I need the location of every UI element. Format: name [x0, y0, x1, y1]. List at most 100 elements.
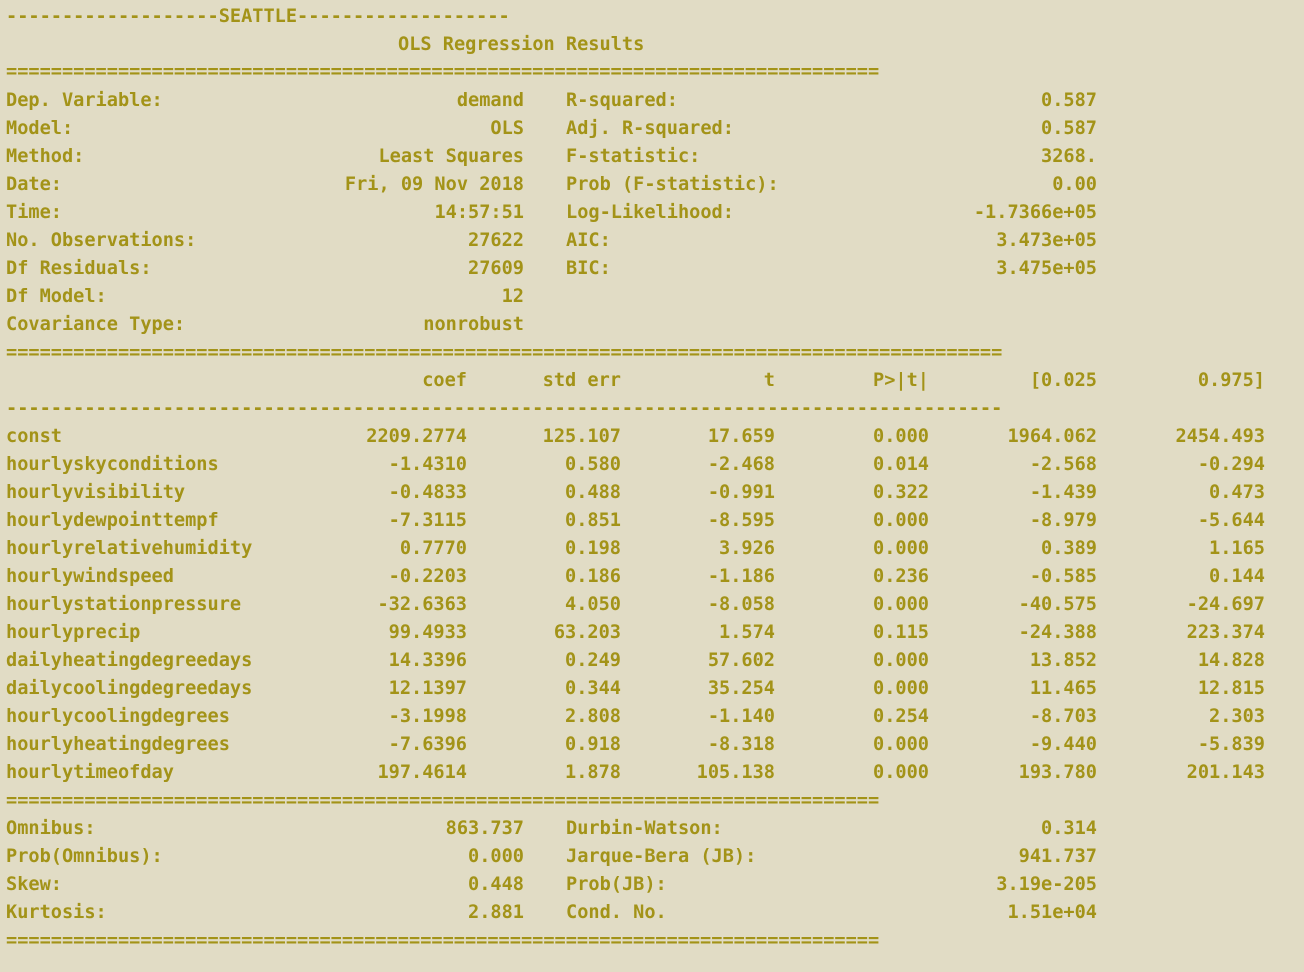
- summary-value-2: 3.475e+05: [996, 258, 1097, 279]
- variable-name: dailyheatingdegreedays: [6, 650, 253, 671]
- variable-name: dailycoolingdegreedays: [6, 678, 253, 699]
- column-header: coef: [422, 370, 467, 391]
- table-cell: -5.839: [1197, 734, 1265, 755]
- table-cell: -32.6363: [377, 594, 467, 615]
- table-cell: -1.140: [707, 706, 775, 727]
- table-cell: 105.138: [696, 762, 775, 783]
- diagnostic-value: 0.448: [468, 874, 524, 895]
- table-cell: 17.659: [707, 426, 775, 447]
- variable-name: hourlystationpressure: [6, 594, 242, 615]
- variable-name: hourlydewpointtempf: [6, 510, 219, 531]
- table-cell: 223.374: [1186, 622, 1265, 643]
- table-cell: 197.4614: [377, 762, 467, 783]
- table-cell: 193.780: [1018, 762, 1097, 783]
- table-cell: 0.000: [873, 650, 929, 671]
- summary-value: Least Squares: [378, 146, 524, 167]
- double-rule-long-text: ========================================…: [6, 342, 1003, 363]
- diagnostic-value: 2.881: [468, 902, 524, 923]
- table-cell: -0.294: [1197, 454, 1265, 475]
- table-cell: -8.058: [707, 594, 775, 615]
- table-cell: 201.143: [1186, 762, 1265, 783]
- table-cell: -24.697: [1186, 594, 1265, 615]
- table-cell: 0.344: [565, 678, 621, 699]
- diagnostic-label: Prob(Omnibus):: [6, 846, 163, 867]
- variable-name: const: [6, 426, 62, 447]
- diagnostic-value-2: 1.51e+04: [1007, 902, 1097, 923]
- table-cell: 0.249: [565, 650, 621, 671]
- variable-name: hourlyskyconditions: [6, 454, 219, 475]
- diagnostic-value: 0.000: [468, 846, 524, 867]
- table-cell: -7.3115: [388, 510, 467, 531]
- table-cell: -0.2203: [388, 566, 467, 587]
- summary-label-2: F-statistic:: [566, 146, 701, 167]
- table-cell: -2.568: [1029, 454, 1097, 475]
- table-cell: 0.000: [873, 594, 929, 615]
- table-cell: -8.979: [1029, 510, 1097, 531]
- variable-name: hourlyprecip: [6, 622, 141, 643]
- table-cell: 1.878: [565, 762, 621, 783]
- summary-label: Df Model:: [6, 286, 107, 307]
- table-cell: -1.4310: [388, 454, 467, 475]
- table-cell: 2.303: [1209, 706, 1265, 727]
- variable-name: hourlycoolingdegrees: [6, 706, 230, 727]
- summary-value-2: 3.473e+05: [996, 230, 1097, 251]
- table-cell: 63.203: [553, 622, 621, 643]
- table-cell: -0.585: [1029, 566, 1097, 587]
- table-cell: 125.107: [542, 426, 621, 447]
- summary-label: Df Residuals:: [6, 258, 152, 279]
- table-cell: 2454.493: [1175, 426, 1265, 447]
- table-cell: 0.014: [873, 454, 929, 475]
- table-cell: 0.7770: [399, 538, 467, 559]
- summary-value-2: 0.00: [1052, 174, 1097, 195]
- table-cell: -8.318: [707, 734, 775, 755]
- diagnostic-label: Skew:: [6, 874, 62, 895]
- table-cell: 3.926: [719, 538, 775, 559]
- diagnostic-value-2: 3.19e-205: [996, 874, 1097, 895]
- table-cell: -3.1998: [388, 706, 467, 727]
- table-cell: 0.000: [873, 762, 929, 783]
- diagnostic-value-2: 0.314: [1041, 818, 1097, 839]
- diagnostic-label: Omnibus:: [6, 818, 96, 839]
- summary-value: demand: [456, 90, 524, 111]
- diagnostic-label-2: Durbin-Watson:: [566, 818, 723, 839]
- table-cell: 0.389: [1041, 538, 1097, 559]
- summary-label-2: R-squared:: [566, 90, 678, 111]
- table-cell: 0.473: [1209, 482, 1265, 503]
- summary-label-2: Prob (F-statistic):: [566, 174, 779, 195]
- variable-name: hourlytimeofday: [6, 762, 174, 783]
- table-cell: 0.000: [873, 426, 929, 447]
- table-cell: 0.254: [873, 706, 929, 727]
- diagnostic-label: Kurtosis:: [6, 902, 107, 923]
- double-rule-3-text: ========================================…: [6, 930, 880, 951]
- diagnostic-label-2: Cond. No.: [566, 902, 667, 923]
- table-cell: 12.1397: [388, 678, 467, 699]
- table-cell: 0.918: [565, 734, 621, 755]
- single-rule-text: ----------------------------------------…: [6, 398, 1003, 419]
- variable-name: hourlyvisibility: [6, 482, 186, 503]
- summary-value: 27622: [468, 230, 524, 251]
- table-cell: 0.322: [873, 482, 929, 503]
- table-cell: -1.186: [707, 566, 775, 587]
- diagnostic-label-2: Prob(JB):: [566, 874, 667, 895]
- table-cell: 0.000: [873, 538, 929, 559]
- table-cell: 1.165: [1209, 538, 1265, 559]
- summary-label: Time:: [6, 202, 62, 223]
- summary-value: nonrobust: [423, 314, 524, 335]
- column-header: t: [763, 370, 775, 391]
- summary-label: Model:: [6, 118, 74, 139]
- table-cell: 1.574: [719, 622, 775, 643]
- table-cell: -7.6396: [388, 734, 467, 755]
- table-cell: 14.3396: [388, 650, 467, 671]
- summary-label-2: BIC:: [566, 258, 611, 279]
- table-cell: 0.198: [565, 538, 621, 559]
- table-cell: -8.595: [707, 510, 775, 531]
- column-header: P>|t|: [873, 370, 929, 391]
- summary-label: Method:: [6, 146, 85, 167]
- table-cell: 0.236: [873, 566, 929, 587]
- table-cell: 1964.062: [1007, 426, 1097, 447]
- summary-value: OLS: [490, 118, 524, 139]
- table-cell: 0.000: [873, 678, 929, 699]
- table-cell: 0.580: [565, 454, 621, 475]
- summary-label-2: Log-Likelihood:: [566, 202, 734, 223]
- table-cell: -40.575: [1018, 594, 1097, 615]
